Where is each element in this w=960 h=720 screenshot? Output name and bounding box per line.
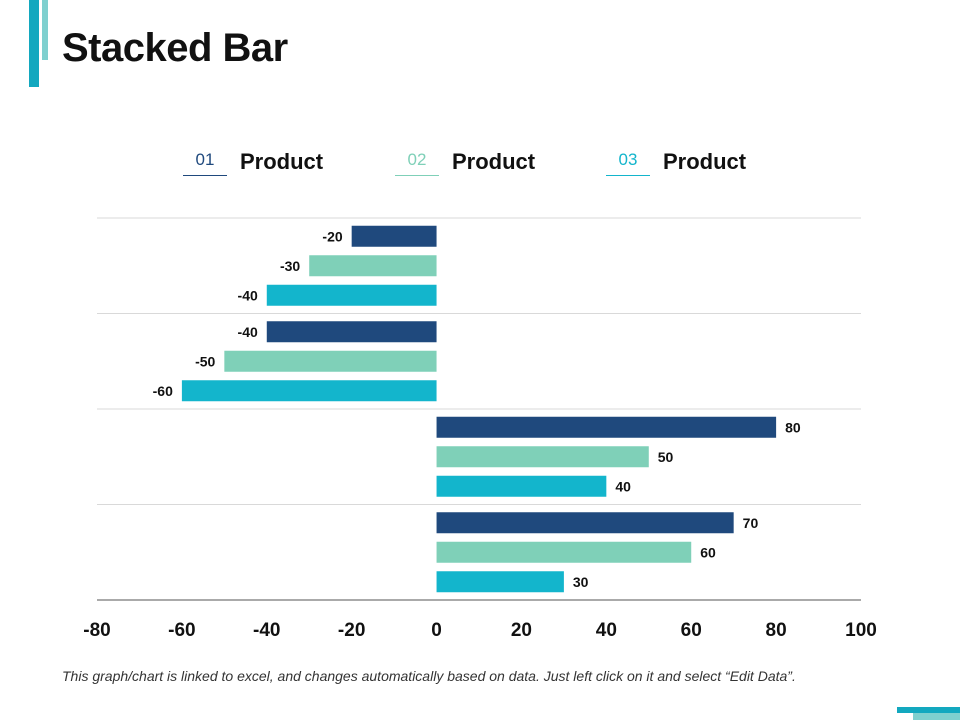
bar-c4-s3 <box>436 571 564 593</box>
legend-label-03: Product <box>663 149 747 174</box>
data-label-c3-s1: 80 <box>785 419 801 435</box>
title-accent-bar-dark <box>29 0 39 87</box>
title-accent-bar-light <box>42 0 48 60</box>
x-tick-label: 100 <box>845 620 877 641</box>
corner-accent-bar-light <box>913 713 960 720</box>
bar-c3-s1 <box>436 416 777 438</box>
data-label-c3-s3: 40 <box>615 478 631 494</box>
slide-title: Stacked Bar <box>62 26 288 70</box>
x-tick-label: -60 <box>168 620 195 641</box>
data-label-c1-s1: -20 <box>322 228 342 244</box>
data-label-c2-s1: -40 <box>238 324 258 340</box>
x-tick-label: 20 <box>511 620 532 641</box>
bar-c4-s2 <box>436 541 692 563</box>
legend-number-03: 03 <box>606 150 650 176</box>
x-tick-label: -40 <box>253 620 280 641</box>
x-tick-label: -80 <box>83 620 110 641</box>
bar-c1-s2 <box>309 255 437 277</box>
bar-c1-s1 <box>351 225 437 247</box>
bar-c4-s1 <box>436 512 734 534</box>
corner-accent-bar-dark <box>897 707 960 713</box>
legend-number-01: 01 <box>183 150 227 176</box>
data-label-c1-s2: -30 <box>280 258 300 274</box>
data-label-c1-s3: -40 <box>238 287 258 303</box>
data-label-c4-s3: 30 <box>573 574 589 590</box>
bar-c1-s3 <box>266 284 437 306</box>
data-label-c2-s3: -60 <box>153 383 173 399</box>
x-tick-label: 60 <box>681 620 702 641</box>
x-tick-label: 0 <box>431 620 442 641</box>
data-label-c2-s2: -50 <box>195 353 215 369</box>
bar-c3-s2 <box>436 446 649 468</box>
bar-c3-s3 <box>436 475 607 497</box>
legend-label-02: Product <box>452 149 536 174</box>
legend-label-01: Product <box>240 149 324 174</box>
legend-number-02: 02 <box>395 150 439 176</box>
bar-c2-s2 <box>224 350 437 372</box>
data-label-c3-s2: 50 <box>658 449 674 465</box>
bar-c2-s3 <box>181 380 437 402</box>
x-tick-label: 80 <box>766 620 787 641</box>
x-tick-label: -20 <box>338 620 365 641</box>
data-label-c4-s1: 70 <box>743 515 759 531</box>
bar-c2-s1 <box>266 321 437 343</box>
footnote: This graph/chart is linked to excel, and… <box>62 668 796 684</box>
data-label-c4-s2: 60 <box>700 544 716 560</box>
x-tick-label: 40 <box>596 620 617 641</box>
